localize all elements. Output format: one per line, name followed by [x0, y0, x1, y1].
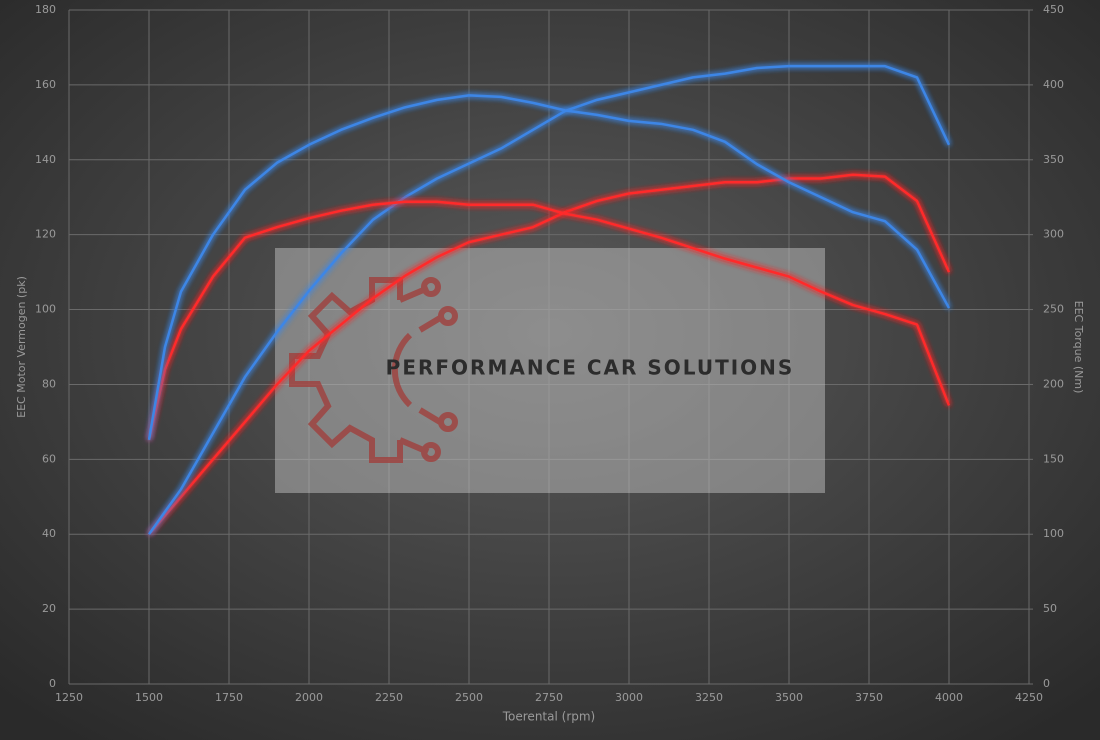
- line: [147, 200, 951, 441]
- x-tick-label: 4250: [1015, 691, 1043, 704]
- x-tick-label: 1250: [55, 691, 83, 704]
- watermark: PERFORMANCE CAR SOLUTIONS: [275, 248, 825, 493]
- y2-tick-label: 200: [1043, 377, 1064, 390]
- y2-tick-label: 0: [1043, 677, 1050, 690]
- x-tick-label: 1500: [135, 691, 163, 704]
- x-tick-label: 1750: [215, 691, 243, 704]
- y2-tick-label: 50: [1043, 602, 1057, 615]
- x-tick-label: 2750: [535, 691, 563, 704]
- y2-tick-label: 450: [1043, 3, 1064, 16]
- y2-tick-label: 250: [1043, 303, 1064, 316]
- y-tick-label: 160: [35, 78, 56, 91]
- x-axis-title: Toerental (rpm): [502, 710, 595, 724]
- x-tick-label: 2500: [455, 691, 483, 704]
- y-tick-label: 60: [42, 452, 56, 465]
- x-tick-label: 3500: [775, 691, 803, 704]
- x-tick-label: 3250: [695, 691, 723, 704]
- y2-axis-title: EEC Torque (Nm): [1072, 301, 1085, 394]
- y-tick-label: 180: [35, 3, 56, 16]
- line: [147, 64, 951, 535]
- y2-tick-label: 300: [1043, 228, 1064, 241]
- watermark-box: [275, 248, 825, 493]
- y-tick-label: 20: [42, 602, 56, 615]
- x-tick-label: 2000: [295, 691, 323, 704]
- y-tick-label: 120: [35, 228, 56, 241]
- line: [147, 94, 951, 441]
- y2-tick-label: 150: [1043, 452, 1064, 465]
- y2-tick-label: 400: [1043, 78, 1064, 91]
- y-tick-label: 140: [35, 153, 56, 166]
- y-axis-title: EEC Motor Vermogen (pk): [15, 276, 28, 418]
- x-tick-label: 3750: [855, 691, 883, 704]
- y-tick-label: 0: [49, 677, 56, 690]
- y-tick-label: 100: [35, 303, 56, 316]
- y-tick-label: 40: [42, 527, 56, 540]
- x-tick-label: 2250: [375, 691, 403, 704]
- y2-tick-label: 100: [1043, 527, 1064, 540]
- y-tick-label: 80: [42, 377, 56, 390]
- x-tick-label: 3000: [615, 691, 643, 704]
- y2-tick-label: 350: [1043, 153, 1064, 166]
- watermark-text: PERFORMANCE CAR SOLUTIONS: [386, 356, 795, 380]
- x-tick-label: 4000: [935, 691, 963, 704]
- line: [148, 173, 951, 536]
